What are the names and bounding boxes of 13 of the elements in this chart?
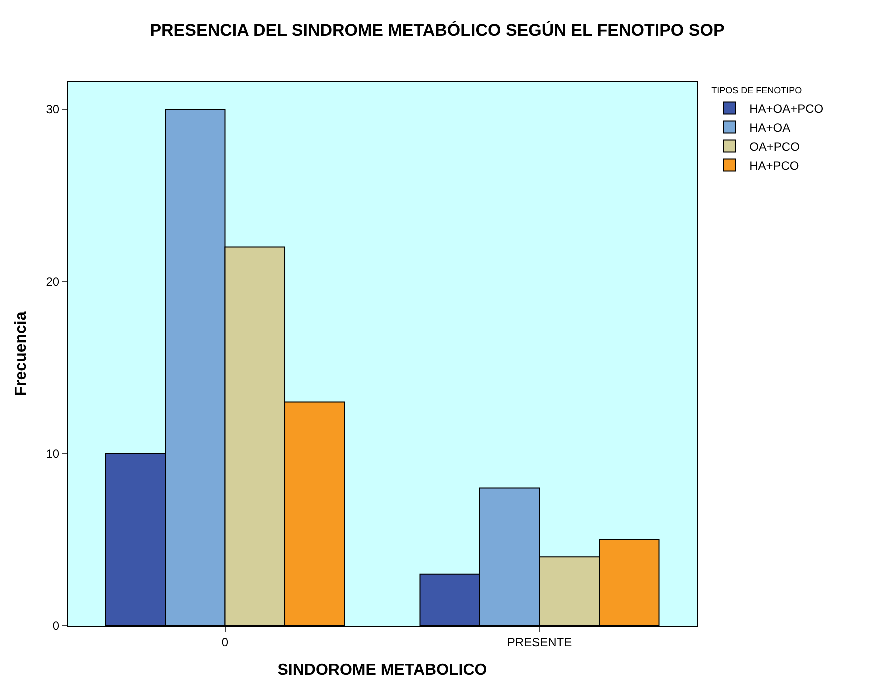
x-axis-title: SINDOROME METABOLICO — [278, 662, 488, 680]
legend-label: HA+OA+PCO — [750, 102, 824, 116]
legend-title: TIPOS DE FENOTIPO — [712, 86, 802, 96]
y-tick-label: 0 — [52, 619, 60, 634]
legend-label: HA+OA — [750, 120, 791, 135]
legend-label: HA+PCO — [750, 158, 800, 173]
y-tick-label: 10 — [46, 447, 60, 462]
chart-title: PRESENCIA DEL SINDROME METABÓLICO SEGÚN EL FENOTIPO SOP — [150, 20, 725, 40]
y-tick-label: 20 — [46, 274, 60, 289]
legend-label: OA+PCO — [750, 140, 800, 154]
y-tick-label: 30 — [46, 102, 60, 117]
y-axis-title: Frecuencia — [13, 312, 30, 396]
x-tick-label: PRESENTE — [507, 635, 572, 650]
